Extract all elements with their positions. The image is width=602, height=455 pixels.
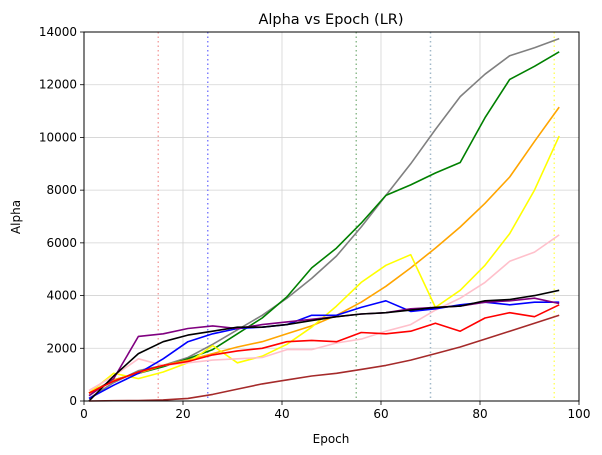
x-tick-label: 40 [274,407,289,421]
series-line [88,135,560,394]
x-axis-label: Epoch [313,432,350,446]
x-tick-label: 100 [568,407,591,421]
y-axis-label: Alpha [9,200,23,234]
y-tick-label: 4000 [46,289,77,303]
y-tick-label: 8000 [46,183,77,197]
x-tick-label: 20 [175,407,190,421]
y-tick-label: 12000 [39,78,77,92]
x-tick-label: 80 [472,407,487,421]
series-line [88,314,560,402]
y-tick-label: 14000 [39,25,77,39]
x-axis: 0 20 40 60 80 100 [80,401,590,421]
x-tick-label: 60 [373,407,388,421]
series-group [88,37,560,402]
series-line [88,304,560,394]
plot-frame [83,31,580,402]
y-tick-label: 10000 [39,130,77,144]
x-tick-label: 0 [80,407,88,421]
y-tick-label: 0 [69,394,77,408]
chart-title: Alpha vs Epoch (LR) [258,12,403,28]
y-axis: 0 2000 4000 6000 8000 10000 12000 14000 [39,25,84,408]
y-tick-label: 2000 [46,341,77,355]
y-tick-label: 6000 [46,236,77,250]
series-line [88,289,560,402]
